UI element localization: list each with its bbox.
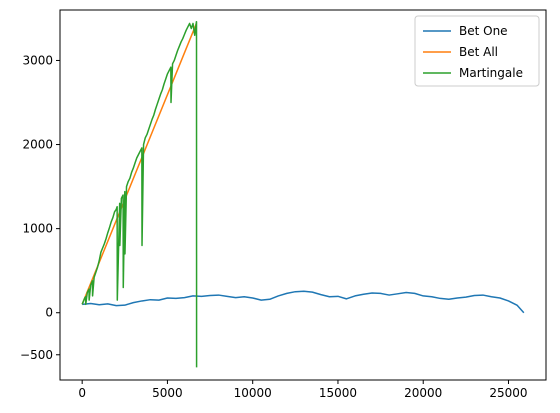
x-tick-label: 20000 (404, 386, 442, 400)
series-line-martingale (82, 22, 196, 368)
legend-label: Bet One (459, 24, 508, 38)
x-tick-label: 15000 (319, 386, 357, 400)
y-tick-label: −500 (20, 348, 53, 362)
y-tick-label: 2000 (22, 138, 53, 152)
x-tick-label: 25000 (489, 386, 527, 400)
y-tick-label: 3000 (22, 53, 53, 67)
legend-label: Bet All (459, 45, 498, 59)
series-line-bet-one (82, 291, 524, 312)
x-tick-label: 10000 (234, 386, 272, 400)
y-tick-label: 0 (45, 306, 53, 320)
legend-label: Martingale (459, 66, 523, 80)
x-tick-label: 5000 (152, 386, 183, 400)
x-axis-ticks: 0 5000 10000 15000 20000 25000 (78, 380, 527, 400)
y-tick-label: 1000 (22, 222, 53, 236)
x-tick-label: 0 (78, 386, 86, 400)
legend: Bet One Bet All Martingale (415, 16, 539, 86)
y-axis-ticks: −500 0 1000 2000 3000 (20, 53, 60, 361)
